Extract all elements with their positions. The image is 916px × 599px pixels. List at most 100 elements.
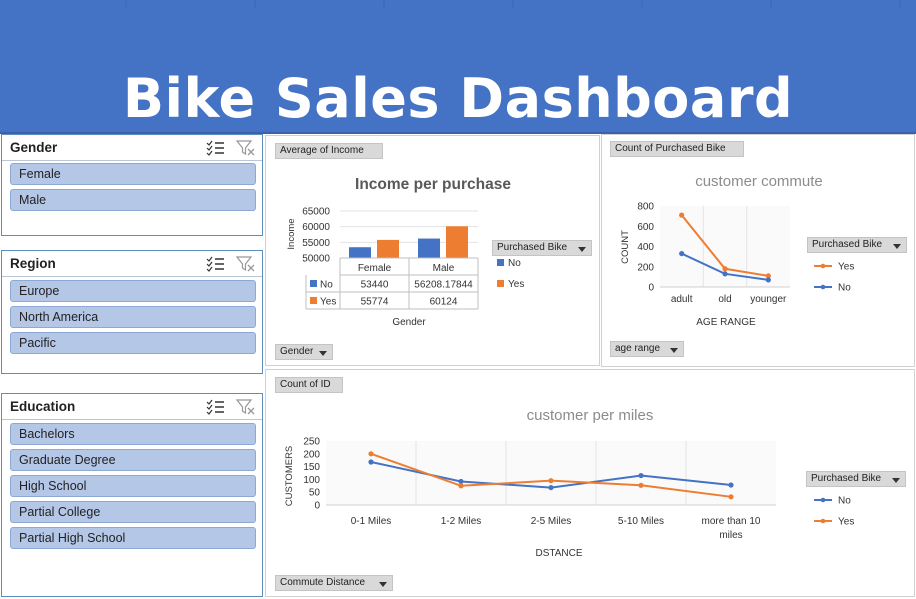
legend-marker — [820, 518, 826, 524]
gender-axis-button[interactable]: Gender — [275, 344, 333, 360]
slicer-item-europe[interactable]: Europe — [10, 280, 256, 302]
x-tick-label: 1-2 Miles — [441, 516, 482, 527]
purchased-bike-legend-button[interactable]: Purchased Bike — [806, 471, 906, 487]
data-point-yes — [548, 478, 554, 484]
y-tick-label: 150 — [303, 462, 320, 473]
slicer-item-male[interactable]: Male — [10, 189, 256, 211]
slicer-item-bachelors[interactable]: Bachelors — [10, 423, 256, 445]
data-point-no — [638, 472, 644, 479]
slicer-item-north-america[interactable]: North America — [10, 306, 256, 328]
bar-yes-female — [377, 239, 399, 258]
slicer-title: Region — [10, 256, 56, 271]
multi-select-icon[interactable] — [206, 398, 226, 416]
multi-select-icon[interactable] — [206, 255, 226, 273]
gender-axis-label: Gender — [280, 346, 314, 357]
y-axis-label: Income — [286, 218, 297, 249]
table-row-label: Yes — [320, 297, 336, 308]
region-slicer: Region Europe North America Pacific — [1, 250, 263, 374]
x-tick-label: 2-5 Miles — [531, 516, 572, 527]
data-point-no — [765, 277, 771, 283]
plot-area — [326, 441, 776, 505]
bar-no-male — [418, 238, 440, 258]
slicer-item-pacific[interactable]: Pacific — [10, 332, 256, 354]
legend-marker — [820, 497, 826, 503]
slicer-header: Education — [2, 394, 262, 420]
table-header: Male — [433, 263, 455, 274]
y-tick-label: 200 — [637, 262, 654, 273]
dropdown-arrow-icon — [379, 582, 387, 587]
data-point-yes — [722, 266, 728, 272]
y-tick-label: 200 — [303, 449, 320, 460]
legend-label: Yes — [508, 279, 524, 290]
clear-filter-icon[interactable] — [236, 398, 256, 416]
y-tick-label: 0 — [314, 501, 320, 512]
chart-title: Income per purchase — [355, 176, 511, 193]
data-point-no — [728, 482, 734, 488]
commute-distance-axis-label: Commute Distance — [280, 577, 366, 588]
data-point-yes — [679, 212, 685, 218]
age-range-axis-button[interactable]: age range — [610, 341, 684, 357]
commute-distance-axis-button[interactable]: Commute Distance — [275, 575, 393, 591]
x-tick-label: younger — [750, 294, 787, 305]
multi-select-icon[interactable] — [206, 139, 226, 157]
count-of-id-field-button[interactable]: Count of ID — [275, 377, 343, 393]
education-slicer: Education Bachelors Graduate Degree High… — [1, 393, 263, 597]
data-point-yes — [765, 273, 771, 279]
table-cell: 53440 — [361, 280, 389, 291]
slicer-item-high-school[interactable]: High School — [10, 475, 256, 497]
miles-chart-panel: Count of ID customer per miles 250 200 150 1… — [265, 369, 915, 597]
income-chart-panel: Average of Income Income per purchase Inc… — [265, 135, 600, 366]
table-legend-key — [310, 297, 317, 304]
y-tick-label: 50 — [309, 488, 321, 499]
table-header: Female — [358, 263, 392, 274]
slicer-item-graduate-degree[interactable]: Graduate Degree — [10, 449, 256, 471]
table-cell: 60124 — [430, 297, 458, 308]
x-tick-label: 0-1 Miles — [351, 516, 392, 527]
data-point-no — [368, 459, 374, 465]
customer-commute-chart: customer commute 800 600 400 200 0 adult old you… — [620, 173, 854, 328]
purchased-bike-legend-button[interactable]: Purchased Bike — [807, 237, 907, 253]
commute-chart-panel: Count of Purchased Bike customer commute… — [601, 134, 915, 367]
table-cell: 55774 — [361, 297, 389, 308]
data-point-yes — [638, 482, 644, 488]
legend-label: Yes — [838, 262, 854, 273]
slicer-header: Region — [2, 251, 262, 277]
x-axis-label: AGE RANGE — [696, 317, 756, 328]
count-of-purchased-bike-field-button[interactable]: Count of Purchased Bike — [610, 141, 744, 157]
y-tick-label: 100 — [303, 475, 320, 486]
bar-no-female — [349, 247, 371, 258]
slicer-item-female[interactable]: Female — [10, 163, 256, 185]
legend-marker — [820, 263, 826, 269]
age-range-axis-label: age range — [615, 343, 661, 354]
data-point-no — [548, 484, 554, 491]
x-axis-label: Gender — [392, 317, 426, 328]
y-tick-label: 65000 — [302, 207, 330, 218]
dropdown-arrow-icon — [670, 348, 678, 353]
y-tick-label: 0 — [648, 283, 654, 294]
y-tick-label: 55000 — [302, 238, 330, 249]
legend-key-no — [497, 259, 504, 266]
clear-filter-icon[interactable] — [236, 139, 256, 157]
x-axis-label: DSTANCE — [535, 548, 582, 559]
dashboard-title: Bike Sales Dashboard — [122, 67, 794, 130]
dropdown-arrow-icon — [578, 247, 586, 252]
y-axis-label: CUSTOMERS — [284, 446, 295, 507]
legend-label: No — [508, 258, 521, 269]
data-point-yes — [368, 451, 374, 457]
average-of-income-field-button[interactable]: Average of Income — [275, 143, 383, 159]
legend-key-yes — [497, 280, 504, 287]
purchased-bike-legend-button[interactable]: Purchased Bike — [492, 240, 592, 256]
clear-filter-icon[interactable] — [236, 255, 256, 273]
table-cell: 56208.17844 — [414, 280, 473, 291]
slicer-item-partial-high-school[interactable]: Partial High School — [10, 527, 256, 549]
legend-label: No — [838, 496, 851, 507]
purchased-bike-label: Purchased Bike — [497, 242, 568, 253]
slicer-item-partial-college[interactable]: Partial College — [10, 501, 256, 523]
purchased-bike-label: Purchased Bike — [811, 473, 882, 484]
data-point-no — [679, 250, 685, 257]
legend-marker — [820, 284, 826, 290]
y-tick-label: 800 — [637, 202, 654, 213]
slicer-header: Gender — [2, 135, 262, 161]
y-tick-label: 250 — [303, 437, 320, 448]
